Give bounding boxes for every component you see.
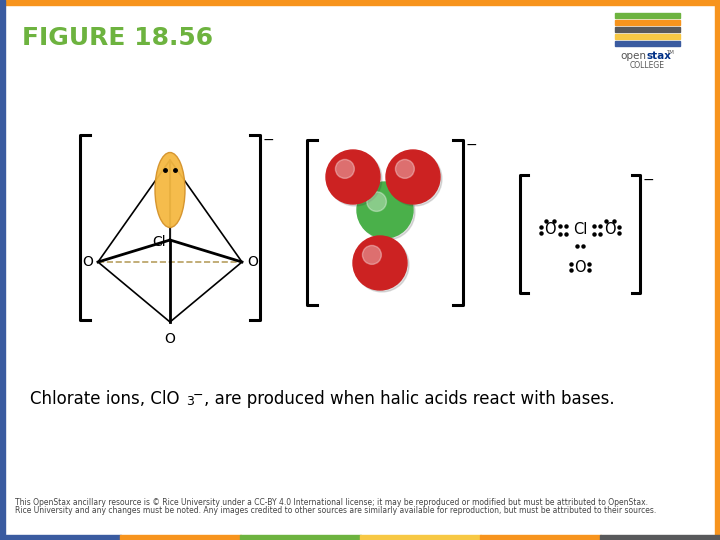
Bar [480,535,601,540]
Text: −: − [643,173,654,187]
Circle shape [357,182,413,238]
Text: O: O [247,255,258,269]
Text: This OpenStax ancillary resource is © Rice University under a CC-BY 4.0 Internat: This OpenStax ancillary resource is © Ri… [15,498,648,507]
Text: Chlorate ions, ClO: Chlorate ions, ClO [30,390,179,408]
Text: O: O [82,255,93,269]
Bar [715,0,720,540]
Text: COLLEGE: COLLEGE [630,61,665,70]
Bar [615,41,680,46]
Ellipse shape [155,152,185,227]
Bar [615,27,680,32]
Text: −: − [193,389,204,402]
Circle shape [326,150,380,204]
Text: open: open [620,51,647,61]
Bar [0,535,121,540]
Circle shape [395,159,414,178]
Text: TM: TM [666,50,674,55]
Circle shape [359,184,415,240]
Bar [120,535,241,540]
Text: O: O [544,222,556,238]
Text: −: − [263,133,274,147]
Bar [615,34,680,39]
Circle shape [388,152,442,206]
Text: O: O [604,222,616,238]
Bar [0,0,720,5]
Circle shape [366,192,387,211]
Circle shape [336,159,354,178]
Circle shape [386,150,440,204]
Bar [615,20,680,25]
Text: stax: stax [647,51,671,61]
Bar [0,0,5,540]
Text: FIGURE 18.56: FIGURE 18.56 [22,26,213,50]
Circle shape [353,236,407,290]
Bar [615,13,680,18]
Bar [240,535,361,540]
Text: Cl: Cl [153,235,166,249]
Circle shape [328,152,382,206]
Text: , are produced when halic acids react with bases.: , are produced when halic acids react wi… [204,390,615,408]
Text: O: O [165,332,176,346]
Text: −: − [466,138,477,152]
Circle shape [362,246,382,265]
Circle shape [355,238,409,292]
Text: Cl: Cl [573,222,588,238]
Text: O: O [574,260,586,274]
Bar [360,535,481,540]
Text: Rice University and any changes must be noted. Any images credited to other sour: Rice University and any changes must be … [15,506,656,515]
Bar [600,535,720,540]
Text: 3: 3 [186,395,194,408]
